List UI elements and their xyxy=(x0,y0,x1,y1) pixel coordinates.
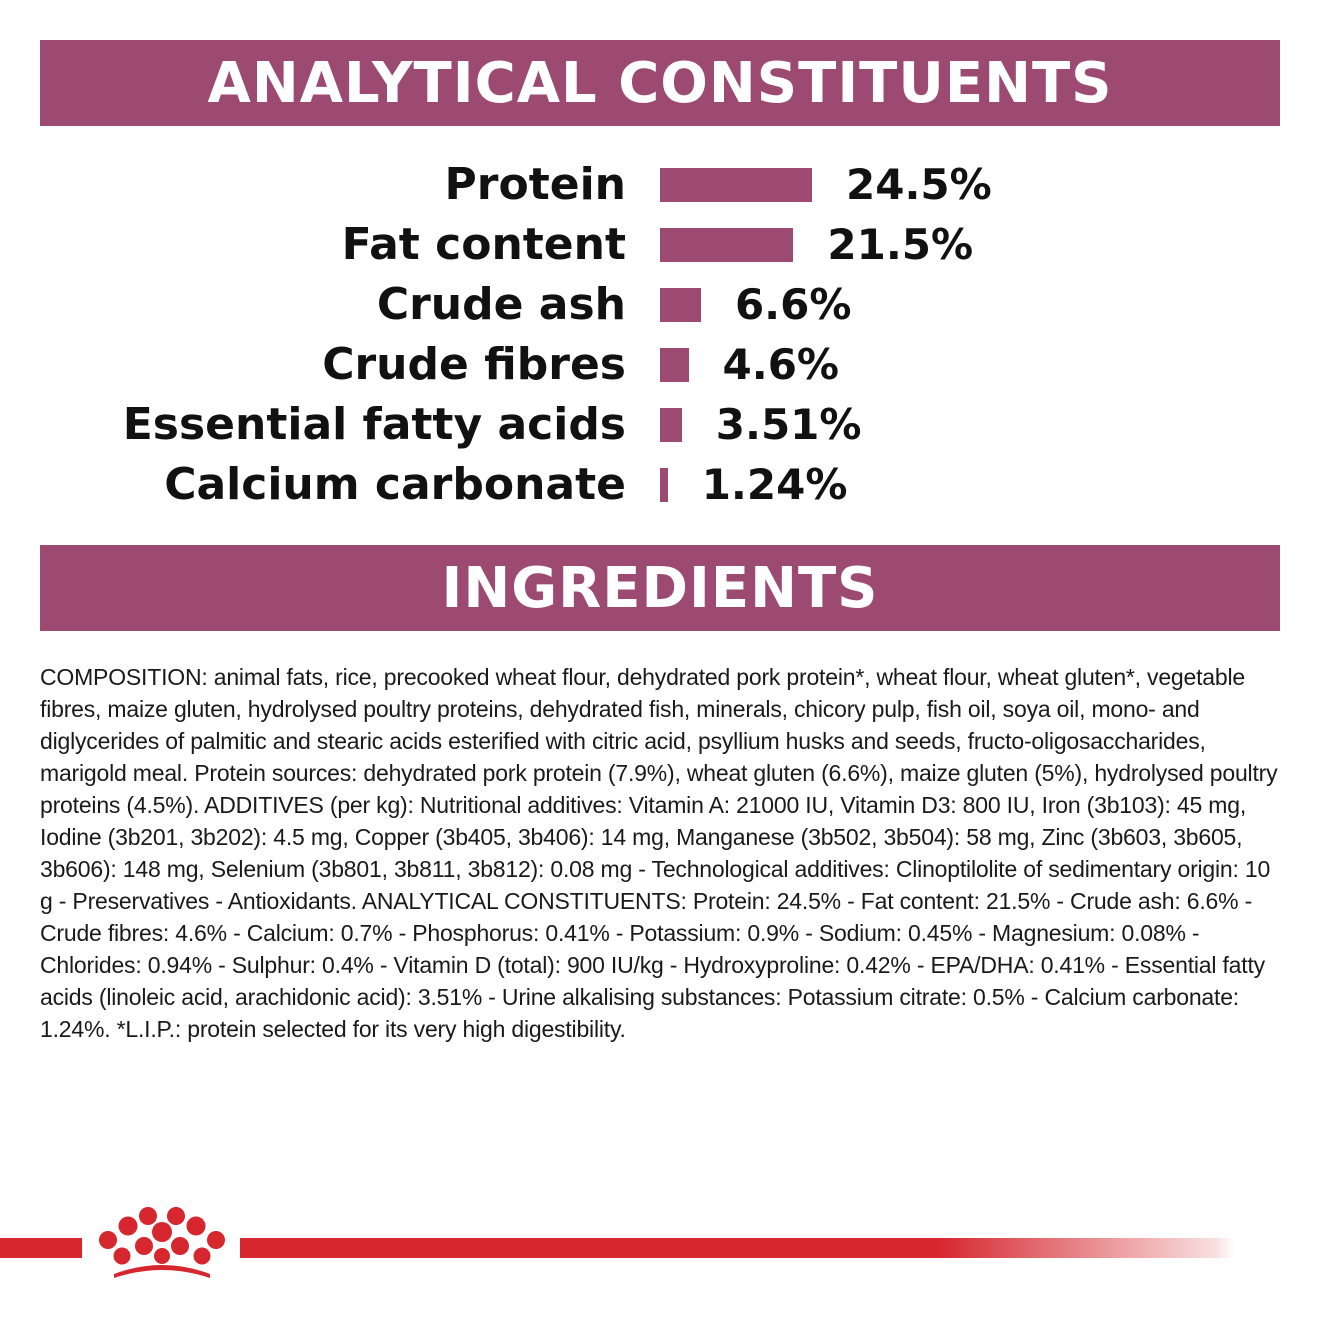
constituent-label: Crude ash xyxy=(376,279,626,330)
constituent-row: Calcium carbonate 1.24% xyxy=(0,455,1320,515)
ingredients-title: INGREDIENTS xyxy=(441,555,879,621)
crown-icon xyxy=(99,1207,225,1278)
constituent-row: Fat content 21.5% xyxy=(0,215,1320,275)
constituent-row: Crude ash 6.6% xyxy=(0,275,1320,335)
constituent-bar xyxy=(660,288,701,322)
constituent-row: Crude fibres 4.6% xyxy=(0,335,1320,395)
analytical-constituents-title: ANALYTICAL CONSTITUENTS xyxy=(207,50,1113,116)
constituent-bar xyxy=(660,228,794,262)
constituent-label: Fat content xyxy=(341,219,626,270)
constituent-label: Protein xyxy=(444,159,626,210)
constituent-row: Protein 24.5% xyxy=(0,155,1320,215)
constituent-label: Essential fatty acids xyxy=(122,399,626,450)
ingredients-banner: INGREDIENTS xyxy=(40,545,1280,631)
constituent-value: 4.6% xyxy=(722,340,840,389)
constituent-value: 6.6% xyxy=(734,280,852,329)
footer-line-right xyxy=(240,1238,1235,1258)
constituent-bar xyxy=(660,408,682,442)
constituent-value: 24.5% xyxy=(846,160,992,209)
footer-line-left xyxy=(0,1238,82,1258)
constituent-label: Calcium carbonate xyxy=(164,459,626,510)
constituent-row: Essential fatty acids 3.51% xyxy=(0,395,1320,455)
analytical-constituents-banner: ANALYTICAL CONSTITUENTS xyxy=(40,40,1280,126)
constituent-value: 1.24% xyxy=(701,460,848,509)
constituent-value: 3.51% xyxy=(715,400,862,449)
composition-text: COMPOSITION: animal fats, rice, precooke… xyxy=(40,664,1278,1042)
constituent-bar xyxy=(660,348,689,382)
constituent-bar xyxy=(660,468,668,502)
constituent-bar xyxy=(660,168,812,202)
constituent-value: 21.5% xyxy=(827,220,974,269)
constituent-label: Crude fibres xyxy=(322,339,626,390)
